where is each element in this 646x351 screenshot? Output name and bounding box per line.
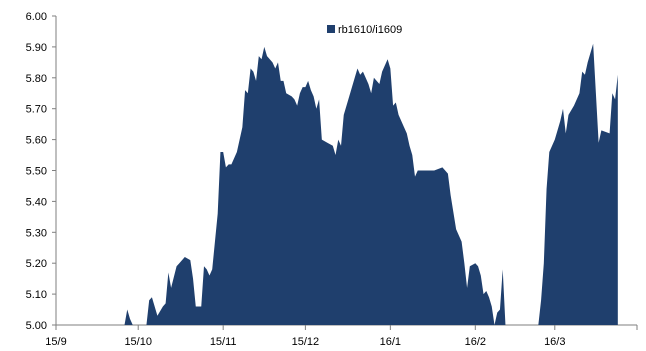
y-axis: 5.00 5.10 5.20 5.30 5.40 5.50 5.60 5.70 5.80 5.90… (26, 11, 57, 332)
area-series-0 (124, 43, 618, 326)
y-tick-label: 6.00 (26, 11, 47, 23)
x-tick-label: 15/12 (292, 336, 320, 348)
x-tick-label: 16/3 (544, 336, 565, 348)
y-tick-label: 5.10 (26, 289, 47, 301)
y-tick-label: 5.60 (26, 135, 47, 147)
y-tick-label: 5.30 (26, 227, 47, 239)
x-axis: 15/9 15/10 15/11 15/12 16/1 16/2 16/3 (45, 324, 638, 348)
legend-swatch (327, 25, 335, 33)
x-tick-label: 15/10 (124, 336, 152, 348)
legend-label: rb1610/i1609 (338, 24, 402, 36)
y-tick-label: 5.70 (26, 104, 47, 116)
series-layer (124, 43, 618, 326)
y-tick-label: 5.80 (26, 73, 47, 85)
y-tick-label: 5.90 (26, 42, 47, 54)
y-tick-label: 5.40 (26, 196, 47, 208)
y-tick-label: 5.50 (26, 166, 47, 178)
legend: rb1610/i1609 (327, 24, 402, 36)
y-tick-label: 5.00 (26, 320, 47, 332)
x-tick-label: 16/1 (380, 336, 401, 348)
x-tick-label: 15/9 (45, 336, 66, 348)
x-tick-label: 15/11 (210, 336, 237, 348)
x-tick-label: 16/2 (465, 336, 486, 348)
y-tick-label: 5.20 (26, 258, 47, 270)
